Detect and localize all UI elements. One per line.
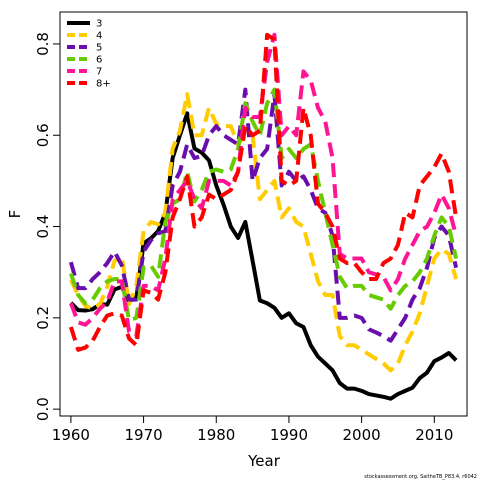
y-tick-label: 0.6 <box>34 123 52 147</box>
legend-label: 8+ <box>96 79 111 90</box>
x-tick-label: 1980 <box>197 426 235 444</box>
x-axis: 1960 1970 1980 1990 2000 2010 <box>52 415 453 444</box>
x-tick-label: 1970 <box>124 426 162 444</box>
series-line-8plus <box>68 32 459 352</box>
y-tick-label: 0.0 <box>34 397 52 421</box>
series-line-5 <box>68 87 459 343</box>
series-line-7 <box>69 32 459 339</box>
credit-caption: stockassessment.org, SaitheTB_P83.4, r60… <box>364 474 477 480</box>
series-line-6 <box>69 87 459 323</box>
y-tick-label: 0.8 <box>34 32 52 56</box>
y-axis: 0.0 0.2 0.4 0.6 0.8 <box>34 32 61 421</box>
legend-label: 5 <box>96 43 102 54</box>
x-tick-label: 1960 <box>52 426 90 444</box>
legend-label: 7 <box>96 67 102 78</box>
series-line-4 <box>69 92 459 373</box>
series-layer <box>68 32 459 401</box>
x-tick-label: 1990 <box>270 426 308 444</box>
y-tick-label: 0.4 <box>34 215 52 239</box>
y-tick-label: 0.2 <box>34 306 52 330</box>
x-axis-title: Year <box>247 452 281 470</box>
x-tick-label: 2010 <box>415 426 453 444</box>
legend-label: 4 <box>96 31 102 42</box>
legend-label: 3 <box>96 19 102 30</box>
legend-label: 6 <box>96 55 102 66</box>
x-tick-label: 2000 <box>343 426 381 444</box>
y-axis-title: F <box>6 210 24 219</box>
